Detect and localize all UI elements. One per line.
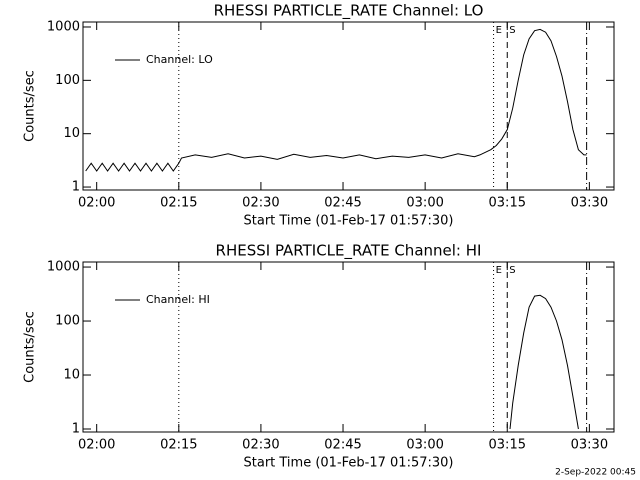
legend-label: Channel: HI (146, 293, 210, 306)
series-line (85, 28, 587, 172)
plot-frame (82, 261, 615, 433)
x-tick-label: 03:30 (571, 196, 608, 211)
marker-label: E (496, 25, 502, 36)
y-tick-label: 100 (55, 73, 80, 88)
y-axis-label: Counts/sec (23, 70, 38, 142)
y-tick-label: 1 (72, 180, 80, 195)
chart-title: RHESSI PARTICLE_RATE Channel: LO (214, 2, 484, 21)
y-tick-label: 10 (63, 126, 80, 141)
marker-label: E (496, 265, 502, 276)
x-tick-label: 03:15 (489, 196, 526, 211)
series-line (509, 294, 579, 430)
x-tick-label: 02:15 (160, 438, 197, 453)
chart-title: RHESSI PARTICLE_RATE Channel: HI (216, 242, 482, 261)
x-tick-label: 02:00 (78, 438, 115, 453)
y-tick-label: 10 (63, 368, 80, 383)
x-tick-label: 02:45 (324, 438, 361, 453)
x-tick-label: 03:00 (406, 438, 443, 453)
y-tick-label: 100 (55, 314, 80, 329)
x-tick-label: 03:30 (571, 438, 608, 453)
x-tick-label: 02:30 (242, 196, 279, 211)
x-tick-label: 02:45 (324, 196, 361, 211)
x-axis-label: Start Time (01-Feb-17 01:57:30) (244, 214, 454, 229)
marker-label: S (509, 25, 515, 36)
marker-label: S (509, 265, 515, 276)
x-tick-label: 03:15 (489, 438, 526, 453)
x-axis-label: Start Time (01-Feb-17 01:57:30) (244, 456, 454, 471)
footer: 2-Sep-2022 00:45 (555, 468, 636, 478)
legend-label: Channel: LO (146, 53, 213, 66)
y-tick-label: 1000 (47, 260, 80, 275)
x-tick-label: 02:15 (160, 196, 197, 211)
y-tick-label: 1 (72, 422, 80, 437)
plot-frame (82, 21, 615, 191)
y-axis-label: Counts/sec (23, 311, 38, 383)
x-tick-label: 02:00 (78, 196, 115, 211)
x-tick-label: 02:30 (242, 438, 279, 453)
y-tick-label: 1000 (47, 19, 80, 34)
x-tick-label: 03:00 (406, 196, 443, 211)
